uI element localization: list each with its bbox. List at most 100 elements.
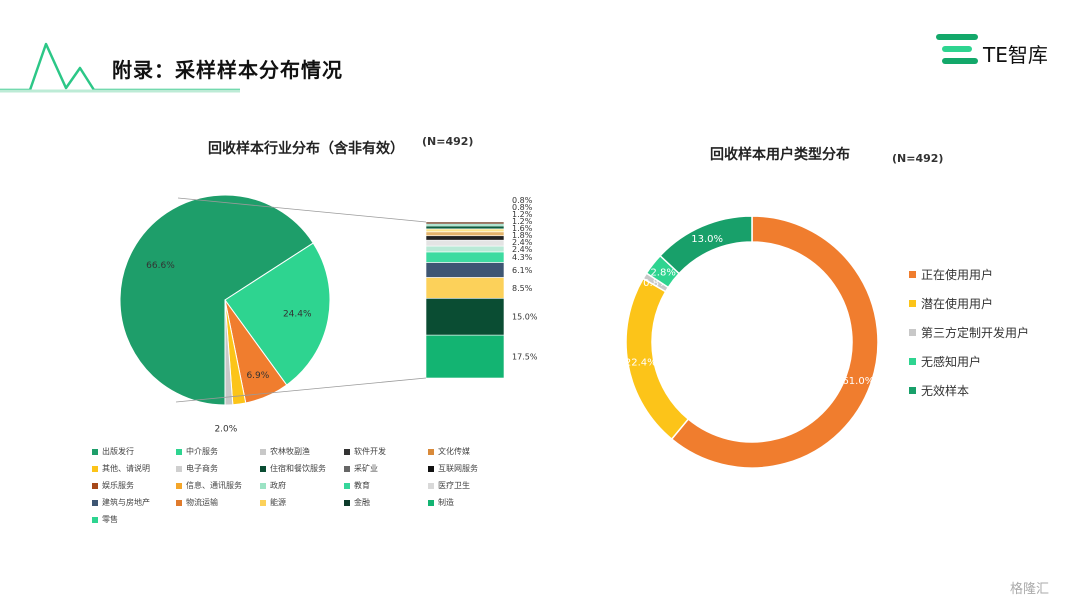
left-chart-title: 回收样本行业分布（含非有效） xyxy=(208,141,404,157)
logo-icon xyxy=(936,34,978,64)
industry-pie-chart: 66.6% 24.4% 6.9% 2.0% 1.2% 17.5% 15.0% 8.5% 6.1%… xyxy=(119,194,538,435)
legend-swatch xyxy=(428,448,434,455)
legend-label: 第三方定制开发用户 xyxy=(921,326,1030,340)
legend-label: 无效样本 xyxy=(921,384,970,398)
breakdown-label-2: 8.5% xyxy=(512,284,533,293)
donut-label-0: 61.0% xyxy=(842,376,874,387)
breakdown-segment-3 xyxy=(425,262,505,278)
legend-item: 第三方定制开发用户 xyxy=(909,324,1029,341)
breakdown-label-5: 2.4% xyxy=(512,245,533,254)
legend-item: 电子商务 xyxy=(176,463,218,474)
legend-label: 信息、通讯服务 xyxy=(186,481,242,490)
breakdown-label-9: 1.2% xyxy=(512,217,533,226)
legend-label: 零售 xyxy=(102,515,118,524)
legend-swatch xyxy=(176,448,182,455)
legend-label: 农林牧副渔 xyxy=(270,447,310,456)
connector-line-top xyxy=(177,197,427,223)
legend-swatch xyxy=(176,482,182,489)
legend-item: 正在使用用户 xyxy=(909,266,993,283)
legend-item: 建筑与房地产 xyxy=(92,497,150,508)
breakdown-label-1: 15.0% xyxy=(512,313,538,322)
legend-label: 电子商务 xyxy=(186,464,218,473)
legend-label: 无感知用户 xyxy=(921,355,982,369)
breakdown-segment-8 xyxy=(425,231,505,237)
legend-item: 医疗卫生 xyxy=(428,480,470,491)
legend-item: 无感知用户 xyxy=(909,353,981,370)
legend-item: 农林牧副渔 xyxy=(260,446,310,457)
legend-label: 出版发行 xyxy=(102,447,134,456)
legend-swatch xyxy=(92,482,98,489)
breakdown-label-11: 0.8% xyxy=(512,203,533,212)
legend-item: 软件开发 xyxy=(344,446,386,457)
legend-item: 零售 xyxy=(92,514,118,525)
breakdown-segment-5 xyxy=(425,245,505,253)
legend-item: 政府 xyxy=(260,480,286,491)
connector-line-bottom xyxy=(175,377,427,403)
legend-item: 中介服务 xyxy=(176,446,218,457)
breakdown-segment-2 xyxy=(425,277,505,299)
legend-label: 软件开发 xyxy=(354,447,386,456)
legend-swatch xyxy=(92,465,98,472)
legend-swatch xyxy=(92,516,98,523)
breakdown-label-8: 1.6% xyxy=(512,224,533,233)
legend-label: 娱乐服务 xyxy=(102,481,134,490)
legend-item: 住宿和餐饮服务 xyxy=(260,463,326,474)
pie-label-0: 66.6% xyxy=(146,261,175,271)
legend-item: 文化传媒 xyxy=(428,446,470,457)
legend-label: 能源 xyxy=(270,498,286,507)
legend-item: 物流运输 xyxy=(176,497,218,508)
logo-text: TE智库 xyxy=(983,43,1048,67)
legend-item: 制造 xyxy=(428,497,454,508)
legend-label: 住宿和餐饮服务 xyxy=(270,464,326,473)
legend-item: 出版发行 xyxy=(92,446,134,457)
right-chart-sample-size: (N=492) xyxy=(892,152,944,165)
legend-swatch xyxy=(344,499,350,506)
pie-slice-4 xyxy=(224,299,234,406)
breakdown-label-0: 17.5% xyxy=(512,353,538,362)
legend-label: 金融 xyxy=(354,498,370,507)
breakdown-segment-0 xyxy=(425,334,505,379)
breakdown-segment-10 xyxy=(425,225,505,230)
breakdown-label-12: 0.8% xyxy=(512,196,533,205)
legend-swatch xyxy=(260,482,266,489)
legend-swatch xyxy=(260,465,266,472)
legend-swatch xyxy=(92,499,98,506)
right-chart-title: 回收样本用户类型分布 xyxy=(710,147,850,163)
breakdown-segment-1 xyxy=(425,297,505,336)
legend-swatch xyxy=(176,465,182,472)
breakdown-label-6: 2.4% xyxy=(512,238,533,247)
breakdown-label-4: 4.3% xyxy=(512,253,533,262)
breakdown-segment-4 xyxy=(425,251,505,263)
legend-item: 采矿业 xyxy=(344,463,378,474)
legend-item: 金融 xyxy=(344,497,370,508)
breakdown-segment-6 xyxy=(425,239,505,247)
pie-label-1: 24.4% xyxy=(283,310,312,320)
legend-label: 采矿业 xyxy=(354,464,378,473)
legend-item: 无效样本 xyxy=(909,382,969,399)
breakdown-segment-7 xyxy=(425,235,505,241)
legend-label: 政府 xyxy=(270,481,286,490)
legend-label: 互联网服务 xyxy=(438,464,478,473)
legend-label: 制造 xyxy=(438,498,454,507)
legend-item: 潜在使用用户 xyxy=(909,295,993,312)
legend-label: 物流运输 xyxy=(186,498,218,507)
legend-label: 潜在使用用户 xyxy=(921,297,994,311)
donut-label-1: 22.4% xyxy=(625,357,657,368)
legend-label: 医疗卫生 xyxy=(438,481,470,490)
pie-label-3: 2.0% xyxy=(214,425,237,435)
breakdown-segment-9 xyxy=(425,228,505,233)
page-title: 附录：采样样本分布情况 xyxy=(112,58,343,82)
legend-swatch xyxy=(428,465,434,472)
legend-swatch xyxy=(344,482,350,489)
legend-label: 教育 xyxy=(354,481,370,490)
donut-label-4: 13.0% xyxy=(691,234,723,245)
pie-slice-1 xyxy=(224,242,331,386)
legend-label: 中介服务 xyxy=(186,447,218,456)
donut-slice-0 xyxy=(670,215,879,469)
legend-swatch xyxy=(909,300,916,307)
legend-swatch xyxy=(909,387,916,394)
legend-label: 正在使用用户 xyxy=(921,268,994,282)
legend-item: 其他、请说明 xyxy=(92,463,150,474)
legend-swatch xyxy=(92,448,98,455)
legend-swatch xyxy=(909,271,916,278)
